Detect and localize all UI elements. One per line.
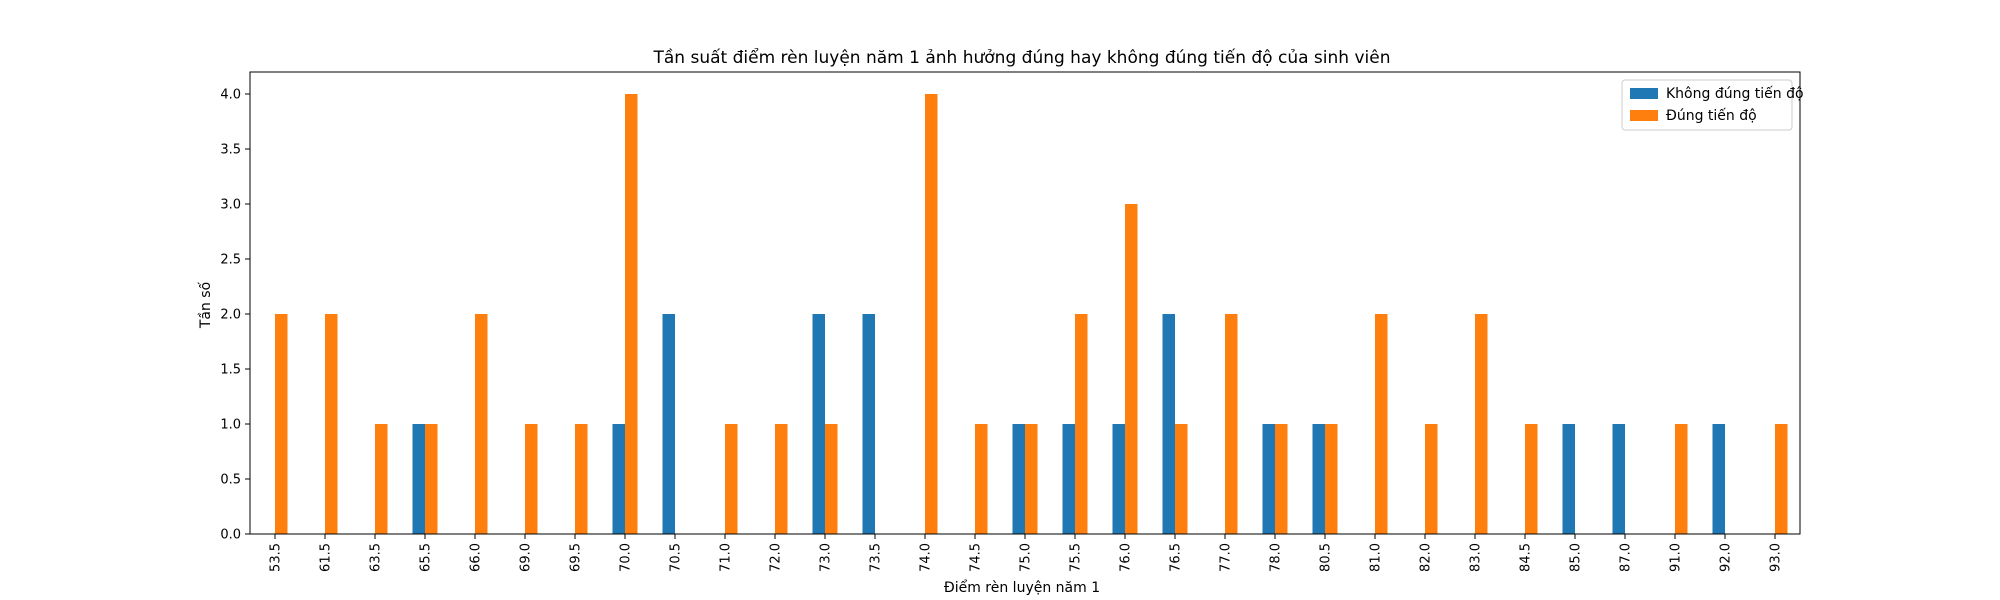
x-tick-label-20: 78.0 bbox=[1269, 543, 1284, 572]
legend-swatch-1 bbox=[1630, 110, 1658, 121]
bar-dung-tien-do-17 bbox=[1125, 204, 1138, 534]
x-tick-label-22: 81.0 bbox=[1369, 543, 1384, 572]
bar-dung-tien-do-25 bbox=[1525, 424, 1538, 534]
bar-dung-tien-do-15 bbox=[1025, 424, 1038, 534]
y-tick-label-1: 0.5 bbox=[220, 473, 241, 488]
y-tick-label-8: 4.0 bbox=[220, 88, 241, 103]
x-tick-label-9: 71.0 bbox=[719, 543, 734, 572]
bar-dung-tien-do-6 bbox=[575, 424, 588, 534]
bar-dung-tien-do-22 bbox=[1375, 314, 1388, 534]
y-axis: 0.0 0.5 1.0 1.5 2.0 2.5 3.0 3.5 4.0 bbox=[220, 88, 250, 543]
bar-dung-tien-do-5 bbox=[525, 424, 538, 534]
legend: Không đúng tiến độ Đúng tiến độ bbox=[1621, 79, 1804, 131]
y-tick-label-5: 2.5 bbox=[220, 253, 241, 268]
legend-swatch-0 bbox=[1630, 88, 1658, 99]
legend-box bbox=[1621, 79, 1793, 131]
bar-dung-tien-do-0 bbox=[275, 314, 288, 534]
bar-dung-tien-do-19 bbox=[1225, 314, 1238, 534]
plot-area bbox=[249, 71, 1801, 535]
bar-khong-dung-tien-do-18 bbox=[1162, 314, 1175, 534]
bar-khong-dung-tien-do-21 bbox=[1312, 424, 1325, 534]
x-tick-label-24: 83.0 bbox=[1469, 543, 1484, 572]
x-tick-label-3: 65.5 bbox=[419, 543, 434, 572]
x-tick-label-14: 74.5 bbox=[969, 543, 984, 572]
y-tick-label-3: 1.5 bbox=[220, 363, 241, 378]
x-tick-label-10: 72.0 bbox=[769, 543, 784, 572]
x-tick-label-28: 91.0 bbox=[1669, 543, 1684, 572]
x-tick-label-13: 74.0 bbox=[919, 543, 934, 572]
x-axis: 53.5 61.5 63.5 65.5 66.0 69.0 69.5 70.0 70.5 71.0… bbox=[269, 534, 1784, 572]
x-tick-label-1: 61.5 bbox=[319, 543, 334, 572]
bar-dung-tien-do-2 bbox=[375, 424, 388, 534]
y-tick-label-7: 3.5 bbox=[220, 143, 241, 158]
y-tick-label-2: 1.0 bbox=[220, 418, 241, 433]
bar-dung-tien-do-20 bbox=[1275, 424, 1288, 534]
x-tick-label-11: 73.0 bbox=[819, 543, 834, 572]
bar-khong-dung-tien-do-26 bbox=[1562, 424, 1575, 534]
bar-dung-tien-do-9 bbox=[725, 424, 738, 534]
x-tick-label-2: 63.5 bbox=[369, 543, 384, 572]
bar-dung-tien-do-4 bbox=[475, 314, 488, 534]
chart-title: Tần suất điểm rèn luyện năm 1 ảnh hưởng … bbox=[653, 47, 1391, 68]
bar-khong-dung-tien-do-7 bbox=[612, 424, 625, 534]
bar-khong-dung-tien-do-3 bbox=[412, 424, 425, 534]
bar-khong-dung-tien-do-15 bbox=[1012, 424, 1025, 534]
x-tick-label-0: 53.5 bbox=[269, 543, 284, 572]
x-tick-label-30: 93.0 bbox=[1769, 543, 1784, 572]
bar-dung-tien-do-1 bbox=[325, 314, 338, 534]
bar-khong-dung-tien-do-27 bbox=[1612, 424, 1625, 534]
x-tick-label-18: 76.5 bbox=[1169, 543, 1184, 572]
bar-dung-tien-do-23 bbox=[1425, 424, 1438, 534]
x-tick-label-5: 69.0 bbox=[519, 543, 534, 572]
bar-dung-tien-do-16 bbox=[1075, 314, 1088, 534]
x-axis-title: Điểm rèn luyện năm 1 bbox=[944, 579, 1100, 596]
x-tick-label-25: 84.5 bbox=[1519, 543, 1534, 572]
bar-dung-tien-do-7 bbox=[625, 94, 638, 534]
x-tick-label-23: 82.0 bbox=[1419, 543, 1434, 572]
x-tick-label-17: 76.0 bbox=[1119, 543, 1134, 572]
bar-khong-dung-tien-do-12 bbox=[862, 314, 875, 534]
bar-khong-dung-tien-do-17 bbox=[1112, 424, 1125, 534]
bar-dung-tien-do-11 bbox=[825, 424, 838, 534]
x-tick-label-6: 69.5 bbox=[569, 543, 584, 572]
bar-khong-dung-tien-do-16 bbox=[1062, 424, 1075, 534]
x-tick-label-29: 92.0 bbox=[1719, 543, 1734, 572]
bar-dung-tien-do-18 bbox=[1175, 424, 1188, 534]
bar-khong-dung-tien-do-11 bbox=[812, 314, 825, 534]
bar-dung-tien-do-28 bbox=[1675, 424, 1688, 534]
x-tick-label-16: 75.5 bbox=[1069, 543, 1084, 572]
x-tick-label-7: 70.0 bbox=[619, 543, 634, 572]
y-axis-title: Tần số bbox=[197, 281, 214, 329]
bar-dung-tien-do-24 bbox=[1475, 314, 1488, 534]
y-tick-label-6: 3.0 bbox=[220, 198, 241, 213]
bar-khong-dung-tien-do-20 bbox=[1262, 424, 1275, 534]
x-tick-label-12: 73.5 bbox=[869, 543, 884, 572]
bar-dung-tien-do-13 bbox=[925, 94, 938, 534]
x-tick-label-26: 85.0 bbox=[1569, 543, 1584, 572]
y-tick-label-4: 2.0 bbox=[220, 308, 241, 323]
legend-label-1: Đúng tiến độ bbox=[1666, 107, 1757, 124]
bar-dung-tien-do-21 bbox=[1325, 424, 1338, 534]
bar-dung-tien-do-10 bbox=[775, 424, 788, 534]
bar-khong-dung-tien-do-29 bbox=[1712, 424, 1725, 534]
x-tick-label-4: 66.0 bbox=[469, 543, 484, 572]
legend-label-0: Không đúng tiến độ bbox=[1666, 85, 1804, 102]
y-tick-label-0: 0.0 bbox=[220, 528, 241, 543]
bar-dung-tien-do-14 bbox=[975, 424, 988, 534]
x-tick-label-8: 70.5 bbox=[669, 543, 684, 572]
bar-dung-tien-do-30 bbox=[1775, 424, 1788, 534]
bar-dung-tien-do-3 bbox=[425, 424, 438, 534]
x-tick-label-27: 87.0 bbox=[1619, 543, 1634, 572]
x-tick-label-19: 77.0 bbox=[1219, 543, 1234, 572]
x-tick-label-21: 80.5 bbox=[1319, 543, 1334, 572]
x-tick-label-15: 75.0 bbox=[1019, 543, 1034, 572]
bar-khong-dung-tien-do-8 bbox=[662, 314, 675, 534]
